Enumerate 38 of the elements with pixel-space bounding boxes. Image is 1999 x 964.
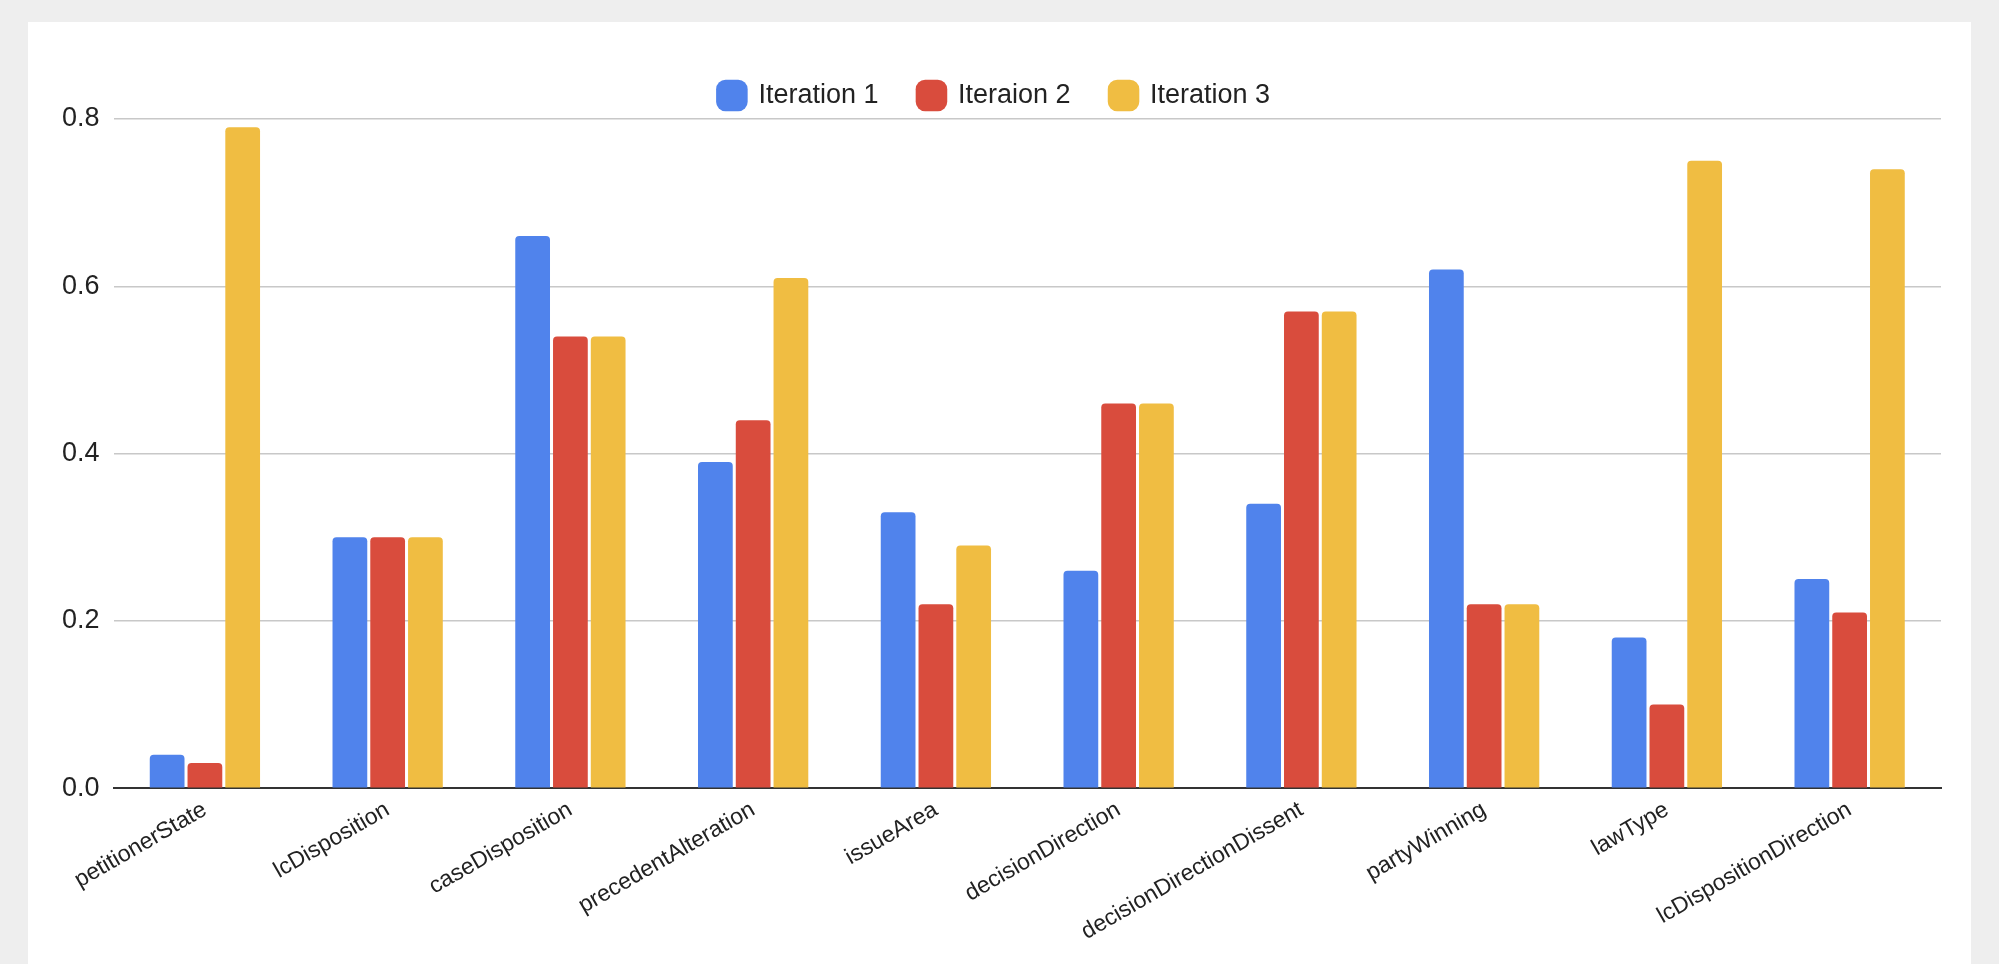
bar	[225, 127, 261, 788]
bar	[735, 420, 771, 788]
bar	[1101, 403, 1137, 788]
bar	[553, 336, 588, 788]
bar	[1649, 704, 1685, 788]
y-tick-label: 0.0	[61, 771, 100, 802]
bar	[187, 763, 223, 788]
bar	[408, 537, 443, 788]
bar	[590, 336, 626, 788]
bar	[698, 461, 733, 788]
bar	[1321, 311, 1357, 788]
bar	[1139, 403, 1174, 788]
bar	[1870, 169, 1905, 788]
bar	[1687, 160, 1723, 788]
legend-label: Iteration 3	[1150, 78, 1271, 109]
bar	[1466, 604, 1502, 788]
bar	[1504, 604, 1540, 788]
bar	[1832, 612, 1867, 788]
bar	[1428, 269, 1464, 788]
bar	[956, 545, 992, 788]
bar	[1246, 503, 1281, 788]
bar	[370, 537, 406, 788]
bar	[773, 277, 809, 788]
y-tick-label: 0.8	[61, 102, 100, 133]
bar	[1284, 311, 1319, 788]
bar	[515, 236, 551, 788]
bar	[1611, 637, 1647, 788]
legend-label: Iteraion 2	[957, 78, 1071, 109]
bar	[918, 604, 954, 788]
bar	[1794, 579, 1830, 788]
y-tick-label: 0.4	[61, 437, 100, 468]
legend-label: Iteration 1	[758, 78, 879, 109]
bar	[1063, 570, 1099, 788]
bar	[149, 754, 185, 788]
bar	[880, 512, 916, 788]
y-tick-label: 0.2	[61, 604, 100, 635]
bar	[332, 537, 368, 788]
y-tick-label: 0.6	[61, 269, 100, 300]
